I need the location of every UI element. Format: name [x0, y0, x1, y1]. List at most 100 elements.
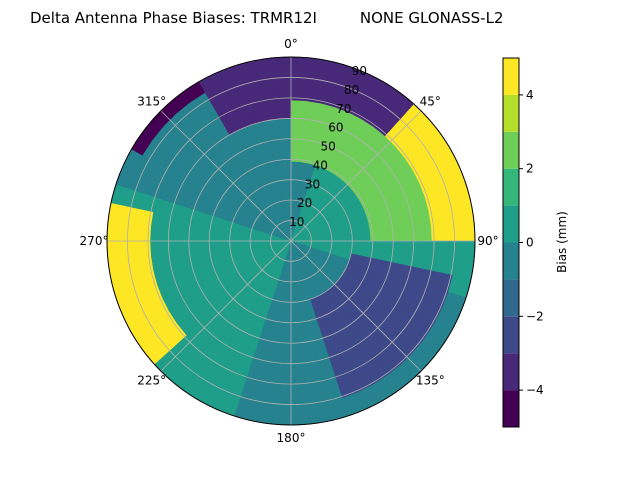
- contour-cell: [279, 338, 292, 346]
- contour-cell: [357, 232, 365, 242]
- contour-cell: [321, 236, 329, 242]
- contour-cell: [276, 105, 292, 114]
- contour-cell: [143, 225, 152, 242]
- contour-cell: [376, 240, 384, 251]
- contour-cell: [278, 124, 292, 132]
- contour-cell: [275, 93, 292, 102]
- contour-cell: [186, 229, 194, 242]
- contour-cell: [332, 230, 341, 237]
- contour-cell: [275, 374, 292, 383]
- contour-cell: [217, 232, 225, 242]
- contour-cell: [443, 240, 451, 259]
- radial-tick-label: 60: [328, 121, 343, 135]
- contour-cell: [290, 271, 296, 279]
- contour-cell: [180, 240, 188, 253]
- angle-tick-label: 45°: [420, 95, 441, 109]
- contour-cell: [174, 228, 182, 242]
- contour-cell: [290, 160, 300, 169]
- colorbar-segment: [503, 390, 519, 427]
- contour-cell: [275, 99, 292, 108]
- contour-cell: [273, 81, 292, 89]
- contour-cell: [290, 301, 299, 309]
- contour-cell: [290, 105, 306, 114]
- contour-cell: [424, 225, 433, 242]
- contour-cell: [131, 223, 139, 242]
- contour-cell: [295, 282, 302, 291]
- contour-cell: [282, 160, 292, 169]
- angle-tick-label: 0°: [284, 37, 298, 51]
- contour-cell: [430, 225, 439, 242]
- radial-tick-label: 50: [320, 140, 335, 154]
- contour-cell: [290, 307, 300, 315]
- contour-cell: [149, 240, 158, 257]
- contour-cell: [285, 191, 292, 199]
- contour-cell: [284, 289, 292, 297]
- contour-cell: [276, 368, 292, 377]
- contour-cell: [394, 240, 402, 253]
- contour-cell: [284, 179, 292, 187]
- contour-cell: [198, 240, 206, 251]
- contour-cell: [235, 234, 243, 242]
- contour-cell: [275, 380, 292, 389]
- contour-cell: [229, 234, 237, 242]
- contour-cell: [351, 240, 359, 249]
- contour-cell: [290, 173, 299, 181]
- contour-cell: [430, 240, 439, 257]
- angle-tick-label: 315°: [137, 95, 166, 109]
- contour-cell: [223, 240, 231, 249]
- angular-gridline: [160, 240, 292, 372]
- contour-cell: [277, 118, 292, 126]
- contour-cell: [400, 240, 408, 254]
- contour-cell: [279, 130, 292, 138]
- contour-cell: [290, 283, 297, 291]
- contour-cell: [282, 313, 292, 322]
- angle-tick-label: 270°: [80, 234, 109, 248]
- contour-cell: [443, 223, 451, 242]
- contour-cell: [290, 368, 306, 377]
- radial-tick-label: 70: [336, 102, 351, 116]
- polar-outline: [106, 56, 476, 426]
- contour-cell: [278, 350, 292, 358]
- angle-tick-label: 90°: [477, 234, 498, 248]
- contour-cell: [290, 295, 298, 303]
- contour-cell: [168, 227, 176, 242]
- contour-cell: [290, 87, 308, 95]
- contour-cell: [290, 387, 308, 395]
- contour-cell: [388, 229, 396, 242]
- contour-cell: [279, 344, 292, 352]
- contour-cell: [369, 231, 378, 242]
- contour-cell: [180, 229, 188, 242]
- contour-cell: [210, 240, 219, 250]
- radial-tick-label: 80: [344, 83, 359, 97]
- colorbar-segment: [503, 168, 519, 206]
- contour-cell: [315, 237, 322, 242]
- colorbar-segment: [503, 131, 519, 169]
- contour-cell: [274, 387, 292, 395]
- contour-cell: [198, 231, 206, 242]
- contour-cell: [369, 240, 378, 251]
- contour-cell: [290, 99, 307, 108]
- contour-cell: [204, 240, 213, 251]
- contour-cell: [253, 240, 261, 246]
- contour-cell: [290, 81, 309, 89]
- colorbar-tick-label: 4: [526, 88, 534, 102]
- contour-cell: [290, 356, 305, 364]
- contour-cell: [284, 185, 292, 193]
- colorbar-segment: [503, 279, 519, 317]
- colorbar-tick-label: 0: [526, 236, 534, 250]
- colorbar-segment: [503, 242, 519, 280]
- contour-cell: [290, 136, 303, 144]
- contour-cell: [168, 240, 176, 255]
- contour-cell: [406, 240, 414, 255]
- contour-cell: [284, 295, 292, 303]
- contour-cell: [290, 179, 298, 187]
- contour-cell: [382, 230, 390, 242]
- contour-cell: [260, 240, 267, 245]
- contour-cell: [339, 234, 347, 242]
- contour-cell: [345, 234, 353, 242]
- angle-tick-label: 180°: [277, 431, 306, 445]
- angular-gridline: [290, 110, 422, 242]
- contour-cell: [290, 350, 304, 358]
- chart-title: Delta Antenna Phase Biases: TRMR12I NONE…: [30, 9, 503, 27]
- contour-cell: [107, 240, 115, 261]
